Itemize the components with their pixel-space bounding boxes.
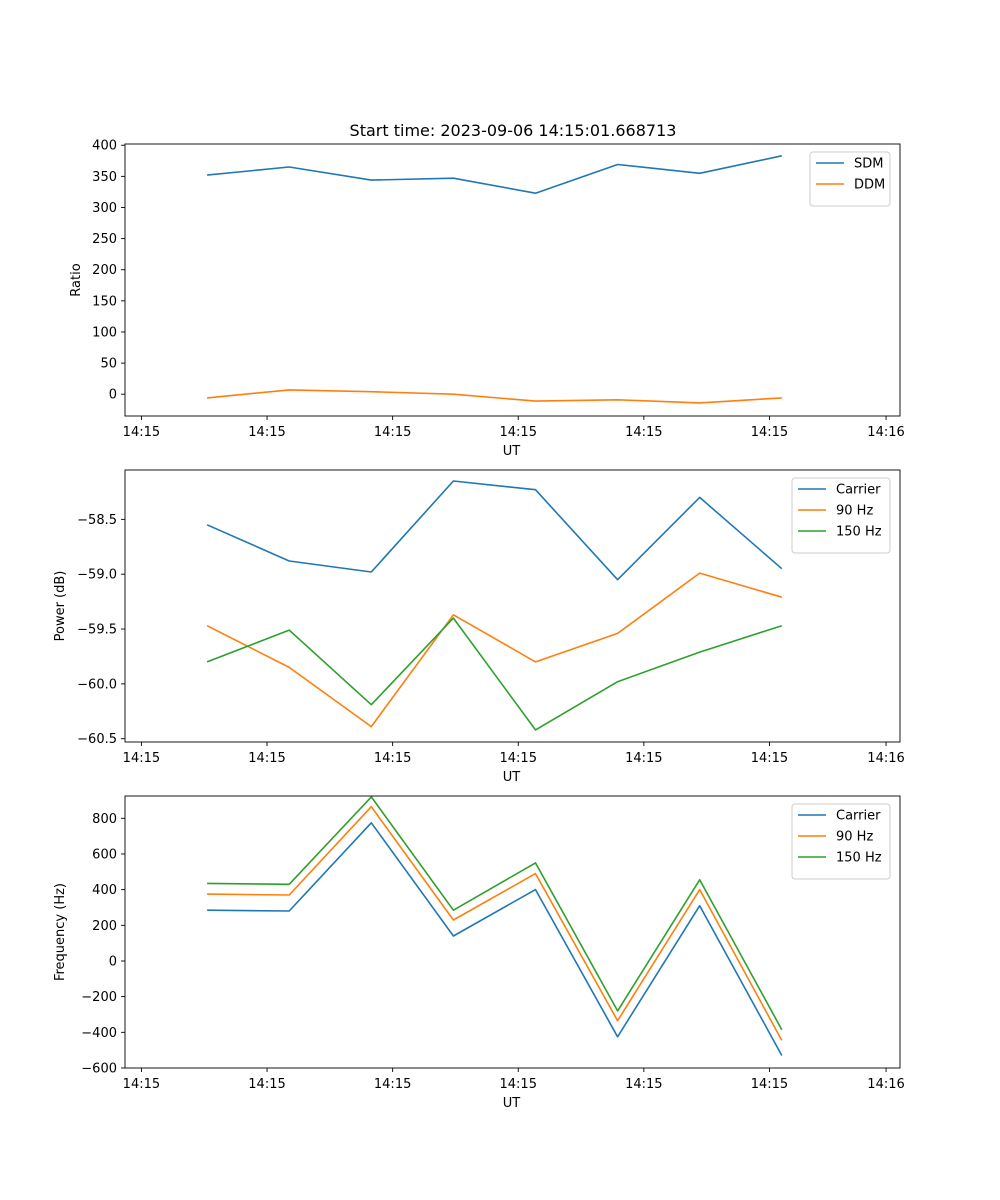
x-tick-label: 14:15: [123, 425, 160, 440]
x-axis-label: UT: [503, 770, 521, 785]
y-tick-label: 800: [92, 812, 117, 827]
x-tick-label: 14:15: [751, 751, 788, 766]
axes-frame: [124, 795, 901, 1069]
y-tick-label: 400: [92, 139, 117, 154]
series-line-ddm: [207, 389, 782, 404]
legend-label: DDM: [854, 178, 885, 193]
legend: Carrier 90 Hz 150 Hz: [791, 477, 891, 554]
series-line-90-hz: [206, 572, 783, 728]
y-tick-label: 350: [92, 170, 117, 185]
y-tick-label: 200: [92, 919, 117, 934]
x-tick-label: 14:15: [751, 1077, 788, 1092]
legend-label: Carrier: [836, 809, 881, 824]
legend-label: SDM: [854, 157, 883, 172]
y-axis-label: Power (dB): [53, 571, 68, 642]
x-tick-label: 14:15: [500, 425, 537, 440]
legend: SDM DDM: [809, 151, 891, 207]
legend-frame: [809, 151, 891, 207]
y-tick-label: 250: [92, 232, 117, 247]
x-tick-label: 14:15: [374, 751, 411, 766]
subplot-3: 14:15 14:15 14:15 14:15 14:15 14:15 14:16 −600 −…: [53, 795, 905, 1111]
x-tick-label: 14:15: [751, 425, 788, 440]
legend-label: 90 Hz: [836, 504, 873, 519]
series-line-carrier: [207, 821, 783, 1056]
x-tick-label: 14:15: [625, 425, 662, 440]
legend-label: 150 Hz: [836, 525, 882, 540]
x-tick-label: 14:15: [123, 751, 160, 766]
x-tick-label: 14:16: [867, 1077, 904, 1092]
y-tick-label: 150: [92, 294, 117, 309]
subplot-1: 14:15 14:15 14:15 14:15 14:15 14:15 14:16 0 50 10…: [69, 139, 905, 459]
x-tick-label: 14:15: [625, 1077, 662, 1092]
x-tick-label: 14:15: [500, 1077, 537, 1092]
y-tick-label: 0: [109, 954, 117, 969]
y-tick-label: −200: [81, 990, 117, 1005]
series-line-sdm: [207, 155, 782, 194]
y-tick-label: 400: [92, 883, 117, 898]
y-axis-label: Frequency (Hz): [53, 883, 68, 981]
y-tick-label: −58.5: [77, 513, 117, 528]
plots: 14:15 14:15 14:15 14:15 14:15 14:15 14:16 0 50 10…: [53, 139, 905, 1111]
legend: Carrier 90 Hz 150 Hz: [791, 803, 891, 880]
y-tick-label: 50: [100, 357, 117, 372]
x-tick-label: 14:16: [867, 751, 904, 766]
y-tick-label: −59.5: [77, 623, 117, 638]
legend-label: 90 Hz: [836, 830, 873, 845]
y-tick-label: 0: [109, 388, 117, 403]
x-tick-label: 14:15: [248, 425, 285, 440]
x-tick-label: 14:15: [374, 1077, 411, 1092]
y-axis-label: Ratio: [69, 263, 84, 296]
x-axis-label: UT: [503, 444, 521, 459]
x-tick-label: 14:15: [500, 751, 537, 766]
x-tick-label: 14:15: [625, 751, 662, 766]
subplot-2: 14:15 14:15 14:15 14:15 14:15 14:15 14:16 −58.5…: [53, 469, 905, 785]
legend-frame: [791, 477, 891, 554]
y-tick-label: 600: [92, 847, 117, 862]
x-tick-label: 14:15: [248, 751, 285, 766]
y-tick-label: 300: [92, 201, 117, 216]
y-tick-label: −400: [81, 1026, 117, 1041]
x-tick-label: 14:15: [248, 1077, 285, 1092]
y-tick-label: −600: [81, 1062, 117, 1077]
y-tick-label: 200: [92, 263, 117, 278]
legend-frame: [791, 803, 891, 880]
legend-label: Carrier: [836, 483, 881, 498]
series-line-150-hz: [207, 796, 783, 1031]
x-tick-label: 14:15: [123, 1077, 160, 1092]
y-tick-label: 100: [92, 325, 117, 340]
y-tick-label: −60.0: [77, 677, 117, 692]
y-tick-label: −60.5: [77, 732, 117, 747]
x-tick-label: 14:15: [374, 425, 411, 440]
x-tick-label: 14:16: [867, 425, 904, 440]
axes-frame: [124, 469, 901, 743]
axes-frame: [124, 143, 901, 417]
series-line-150-hz: [206, 617, 783, 731]
series-line-carrier: [206, 480, 783, 581]
x-axis-label: UT: [503, 1096, 521, 1111]
figure-title: Start time: 2023-09-06 14:15:01.668713: [350, 121, 677, 140]
series-line-90-hz: [207, 805, 783, 1041]
y-tick-label: −59.0: [77, 568, 117, 583]
legend-label: 150 Hz: [836, 851, 882, 866]
